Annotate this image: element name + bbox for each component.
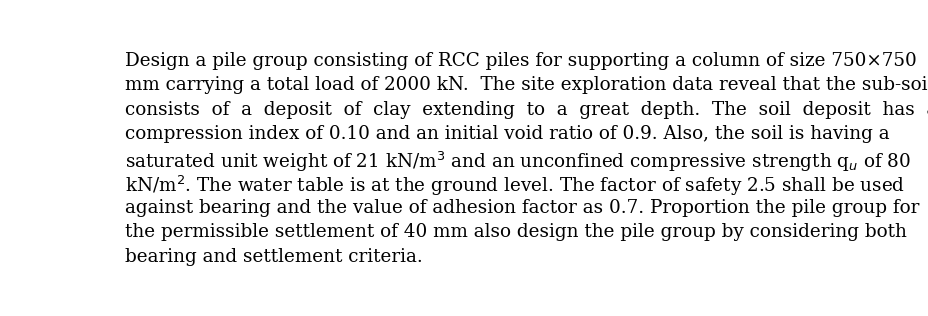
Text: saturated unit weight of 21 kN/m$^3$ and an unconfined compressive strength q$_u: saturated unit weight of 21 kN/m$^3$ and… bbox=[125, 150, 910, 174]
Text: consists  of  a  deposit  of  clay  extending  to  a  great  depth.  The  soil  : consists of a deposit of clay extending … bbox=[125, 101, 928, 119]
Text: the permissible settlement of 40 mm also design the pile group by considering bo: the permissible settlement of 40 mm also… bbox=[125, 223, 907, 241]
Text: kN/m$^2$. The water table is at the ground level. The factor of safety 2.5 shall: kN/m$^2$. The water table is at the grou… bbox=[125, 174, 905, 198]
Text: Design a pile group consisting of RCC piles for supporting a column of size 750×: Design a pile group consisting of RCC pi… bbox=[125, 52, 916, 70]
Text: compression index of 0.10 and an initial void ratio of 0.9. Also, the soil is ha: compression index of 0.10 and an initial… bbox=[125, 125, 889, 143]
Text: against bearing and the value of adhesion factor as 0.7. Proportion the pile gro: against bearing and the value of adhesio… bbox=[125, 199, 919, 217]
Text: bearing and settlement criteria.: bearing and settlement criteria. bbox=[125, 248, 423, 266]
Text: mm carrying a total load of 2000 kN.  The site exploration data reveal that the : mm carrying a total load of 2000 kN. The… bbox=[125, 76, 928, 94]
